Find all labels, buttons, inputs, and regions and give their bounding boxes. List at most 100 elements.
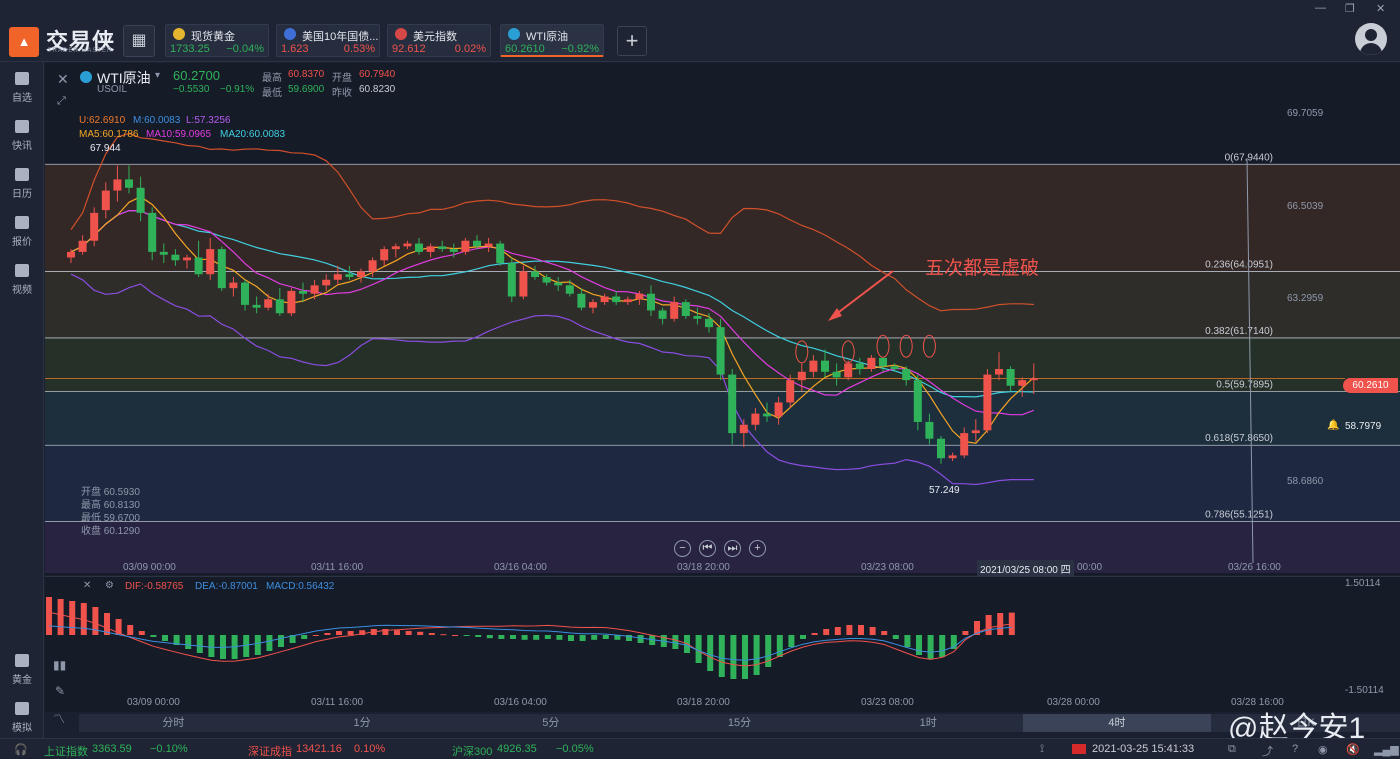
- candle-body: [415, 243, 423, 252]
- candle-body: [658, 310, 667, 319]
- fib-band: [45, 521, 1400, 573]
- period-tab[interactable]: 分时: [162, 717, 185, 729]
- screenshot-icon[interactable]: ⧉: [1228, 743, 1236, 755]
- candle-body: [194, 257, 203, 275]
- macd-x-axis-label: 03/11 16:00: [311, 697, 364, 708]
- quote-tab[interactable]: 现货黄金 1733.25 −0.04%: [165, 24, 269, 57]
- signal-icon[interactable]: ▂▄▆: [1374, 744, 1399, 756]
- expand-icon[interactable]: ⤢: [57, 95, 66, 107]
- instrument-icon: [80, 71, 92, 83]
- x-axis-label: 03/09 00:00: [123, 562, 176, 573]
- quote-tab[interactable]: WTI原油 60.2610 −0.92%: [500, 24, 604, 57]
- sidebar-item-simulate[interactable]: 模拟: [0, 702, 44, 734]
- macd-bar: [324, 633, 331, 635]
- period-tab[interactable]: 1时: [919, 717, 937, 729]
- candle-body: [1029, 378, 1038, 381]
- zoom-out-icon[interactable]: −: [674, 540, 691, 557]
- zoom-in-icon[interactable]: +: [749, 540, 766, 557]
- maximize-icon[interactable]: ❐: [1345, 3, 1355, 15]
- instrument-name[interactable]: WTI原油: [97, 70, 151, 86]
- mute-icon[interactable]: 🔇: [1346, 744, 1360, 756]
- macd-bar: [962, 631, 969, 635]
- main-chart-panel[interactable]: 0(67.9440) 0.236(64.0951) 0.382(61.7140) 0.…: [45, 63, 1400, 577]
- user-avatar[interactable]: [1355, 23, 1387, 55]
- headset-icon[interactable]: 🎧: [14, 744, 28, 756]
- macd-bar: [185, 635, 192, 649]
- status-index-change: −0.10%: [150, 743, 188, 755]
- candle-body: [693, 316, 702, 319]
- chevron-down-icon[interactable]: ▾: [155, 70, 161, 81]
- macd-bar: [811, 633, 818, 635]
- macd-bar: [394, 630, 400, 635]
- sidebar-item-news[interactable]: 快讯: [0, 120, 44, 152]
- ma5-label: MA5:60.1786: [79, 129, 139, 140]
- skip-forward-icon[interactable]: ⏭: [724, 540, 741, 557]
- macd-bar: [823, 629, 830, 635]
- help-icon[interactable]: ?: [1292, 743, 1299, 755]
- period-tab[interactable]: 4时: [1022, 714, 1212, 732]
- macd-bar: [405, 631, 412, 635]
- quote-tab-price: 1733.25: [170, 43, 210, 55]
- sidebar-item-calendar[interactable]: 日历: [0, 168, 44, 200]
- trend-icon[interactable]: 〽: [53, 712, 66, 726]
- annotation-arrow: [834, 270, 894, 316]
- macd-dea-line: [48, 624, 1012, 661]
- candle-body: [310, 285, 319, 294]
- share-icon[interactable]: ⤴: [1262, 746, 1273, 758]
- x-axis-label: 00:00: [1077, 562, 1103, 573]
- quote-tab[interactable]: 美国10年国债... 1.623 0.53%: [276, 24, 380, 57]
- settings-icon[interactable]: ⚙: [105, 580, 114, 591]
- minimize-icon[interactable]: —: [1315, 2, 1326, 14]
- x-axis-label: 03/18 20:00: [677, 562, 730, 573]
- camera-icon[interactable]: ◉: [1318, 744, 1328, 756]
- sidebar-item-quotes[interactable]: 报价: [0, 216, 44, 248]
- period-tab[interactable]: 15分: [727, 717, 752, 729]
- macd-chart[interactable]: [45, 577, 1400, 713]
- sidebar-item-video[interactable]: 视频: [0, 264, 44, 296]
- macd-bar: [533, 635, 540, 640]
- status-index-change: 0.10%: [354, 743, 386, 755]
- candlestick-chart[interactable]: 0(67.9440) 0.236(64.0951) 0.382(61.7140) 0.…: [45, 63, 1400, 575]
- quote-tab[interactable]: 美元指数 92.612 0.02%: [387, 24, 491, 57]
- crosshair-date-label: 2021/03/25 08:00 四: [977, 560, 1074, 577]
- ohlc-open: 开盘 60.5930: [81, 487, 140, 498]
- macd-bar: [150, 635, 157, 637]
- sidebar: 自选 快讯 日历 报价 视频 黄金 模拟: [0, 62, 44, 738]
- macd-panel[interactable]: ✕ ⚙ DIF:-0.58765 DEA:-0.87001 MACD:0.564…: [45, 576, 1400, 712]
- period-tab[interactable]: 日K: [1296, 717, 1315, 729]
- macd-bar: [997, 613, 1004, 635]
- bell-icon[interactable]: 🔔: [1327, 420, 1340, 431]
- candle-body: [438, 246, 447, 250]
- macd-bar: [312, 635, 319, 636]
- period-tab[interactable]: 5分: [542, 717, 560, 729]
- skip-back-icon[interactable]: ⏮: [699, 540, 716, 557]
- sidebar-item-favorites[interactable]: 自选: [0, 72, 44, 104]
- candle-body: [565, 285, 574, 294]
- news-icon: [15, 120, 29, 133]
- quote-tab-name: 美国10年国债...: [302, 31, 378, 43]
- period-tab[interactable]: 1分: [353, 717, 371, 729]
- add-tab-button[interactable]: +: [617, 26, 647, 56]
- close-macd-icon[interactable]: ✕: [83, 580, 92, 591]
- status-index-value: 3363.59: [92, 743, 132, 755]
- draw-pen-icon[interactable]: ✎: [55, 684, 66, 698]
- candle-body: [705, 318, 713, 328]
- network-icon[interactable]: ⟟: [1040, 743, 1045, 755]
- macd-bar: [104, 613, 110, 635]
- indicator-icon[interactable]: ▮▮: [53, 658, 67, 672]
- macd-bar: [591, 635, 598, 640]
- macd-x-axis-label: 03/09 00:00: [127, 697, 180, 708]
- sidebar-item-gold[interactable]: 黄金: [0, 654, 44, 686]
- candle-body: [832, 371, 841, 378]
- close-chart-icon[interactable]: ✕: [57, 71, 69, 87]
- candle-body: [125, 179, 133, 188]
- high-label: 最高: [262, 73, 282, 84]
- close-window-icon[interactable]: ✕: [1376, 3, 1386, 15]
- peak-price-label: 67.944: [90, 143, 121, 154]
- grid-menu-button[interactable]: ▦: [123, 25, 155, 57]
- prev-close-value: 60.8230: [359, 84, 396, 95]
- quote-tab-change: −0.04%: [226, 43, 264, 55]
- macd-bar: [742, 635, 748, 679]
- status-index-name: 上证指数: [44, 746, 88, 758]
- candle-body: [728, 374, 737, 434]
